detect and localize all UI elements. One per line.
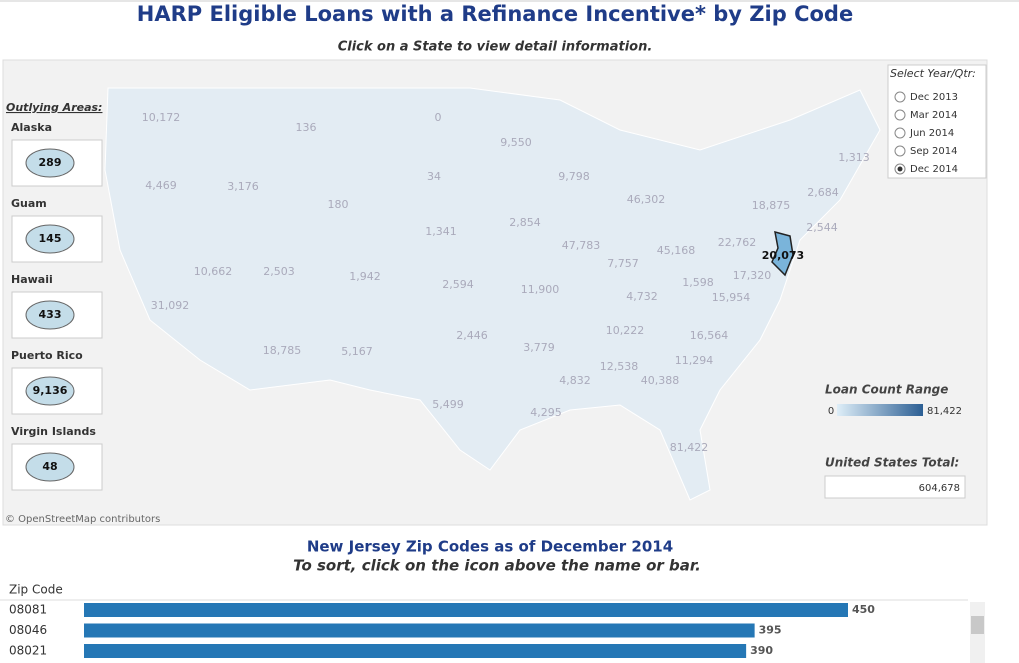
radio-label[interactable]: Mar 2014 <box>910 110 958 121</box>
title: HARP Eligible Loans with a Refinance Inc… <box>137 2 853 26</box>
radio[interactable] <box>894 109 906 121</box>
area-value: 9,136 <box>33 384 68 397</box>
area-name: Guam <box>11 197 47 210</box>
state-value: 136 <box>296 121 317 134</box>
state-value: 10,222 <box>606 324 645 337</box>
bar <box>84 623 755 638</box>
state-value: 1,598 <box>682 276 714 289</box>
area-shape[interactable] <box>25 452 75 482</box>
area-name: Virgin Islands <box>11 425 96 438</box>
bar <box>84 603 848 617</box>
state-value: 0 <box>435 111 442 124</box>
area-shape[interactable] <box>25 300 75 330</box>
area-value: 48 <box>42 460 57 473</box>
new-jersey[interactable] <box>771 230 794 277</box>
state-value: 4,832 <box>559 374 591 387</box>
us-map[interactable] <box>104 87 881 501</box>
state-value: 3,176 <box>227 180 259 193</box>
state-value: 10,662 <box>194 265 233 278</box>
state-value: 40,388 <box>641 374 680 387</box>
state-value: 46,302 <box>627 193 666 206</box>
state-value: 2,594 <box>442 278 474 291</box>
radio-dot <box>897 166 903 172</box>
zip-code: 08081 <box>9 603 47 617</box>
bar-value: 390 <box>750 644 773 657</box>
state-value: 4,295 <box>530 406 562 419</box>
state-value: 9,798 <box>558 170 590 183</box>
state-value: 20,073 <box>762 249 804 262</box>
state-value: 11,900 <box>521 283 560 296</box>
bar <box>84 644 747 658</box>
scroll-thumb[interactable] <box>971 616 984 634</box>
state-value: 5,167 <box>341 345 373 358</box>
state-value: 31,092 <box>151 299 190 312</box>
legend-min: 0 <box>828 406 834 417</box>
state-value: 5,499 <box>432 398 464 411</box>
chart-subtitle: To sort, click on the icon above the nam… <box>293 557 701 575</box>
state-value: 16,564 <box>690 329 729 342</box>
total-box <box>824 475 966 499</box>
category-header: Zip Code <box>9 583 63 597</box>
state-value: 2,854 <box>509 216 541 229</box>
filter-title: Select Year/Qtr: <box>890 67 976 80</box>
area-value: 289 <box>39 156 62 169</box>
state-value: 15,954 <box>712 291 751 304</box>
state-value: 18,875 <box>752 199 791 212</box>
state-value: 1,942 <box>349 270 381 283</box>
total-value: 604,678 <box>919 483 960 494</box>
state-value: 3,779 <box>523 341 555 354</box>
area-value: 145 <box>39 232 62 245</box>
radio-label[interactable]: Jun 2014 <box>909 128 954 139</box>
total-label: United States Total: <box>825 456 959 470</box>
state-value: 2,684 <box>807 186 839 199</box>
area-name: Puerto Rico <box>11 349 83 362</box>
state-value: 18,785 <box>263 344 302 357</box>
legend-ramp <box>837 404 923 416</box>
state-value: 1,313 <box>838 151 870 164</box>
radio[interactable] <box>894 91 906 103</box>
zip-code: 08021 <box>9 644 47 658</box>
outlying-title: Outlying Areas: <box>6 101 102 114</box>
radio[interactable] <box>894 145 906 157</box>
subtitle: Click on a State to view detail informat… <box>338 40 653 55</box>
state-value: 1,341 <box>425 225 457 238</box>
attribution: © OpenStreetMap contributors <box>5 514 160 525</box>
zip-code: 08046 <box>9 623 47 637</box>
state-value: 10,172 <box>142 111 181 124</box>
state-value: 4,732 <box>626 290 658 303</box>
state-value: 81,422 <box>670 441 709 454</box>
chart-title: New Jersey Zip Codes as of December 2014 <box>307 538 673 556</box>
state-value: 4,469 <box>145 179 177 192</box>
state-value: 17,320 <box>733 269 772 282</box>
state-value: 7,757 <box>607 257 639 270</box>
bar-value: 450 <box>852 603 875 616</box>
legend-title: Loan Count Range <box>825 383 948 397</box>
state-value: 12,538 <box>600 360 639 373</box>
state-value: 2,446 <box>456 329 488 342</box>
state-value: 47,783 <box>562 239 601 252</box>
state-value: 11,294 <box>675 354 714 367</box>
area-shape[interactable] <box>25 224 75 254</box>
state-value: 22,762 <box>718 236 757 249</box>
radio[interactable] <box>894 127 906 139</box>
area-shape[interactable] <box>25 148 75 178</box>
state-value: 9,550 <box>500 136 532 149</box>
state-value: 2,503 <box>263 265 295 278</box>
radio-label[interactable]: Dec 2013 <box>910 92 958 103</box>
state-value: 45,168 <box>657 244 696 257</box>
state-value: 34 <box>427 170 441 183</box>
state-value: 2,544 <box>806 221 838 234</box>
area-name: Hawaii <box>11 273 53 286</box>
bar-value: 395 <box>759 624 782 637</box>
filter-box <box>887 64 987 179</box>
legend-max: 81,422 <box>927 406 962 417</box>
area-value: 433 <box>39 308 62 321</box>
area-name: Alaska <box>11 121 52 134</box>
area-shape[interactable] <box>25 376 75 406</box>
radio-label[interactable]: Dec 2014 <box>910 164 958 175</box>
state-value: 180 <box>328 198 349 211</box>
radio-label[interactable]: Sep 2014 <box>910 146 957 157</box>
